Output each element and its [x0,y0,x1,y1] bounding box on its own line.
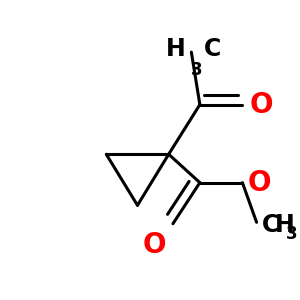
Text: O: O [142,231,166,259]
Text: O: O [248,169,272,196]
Text: O: O [250,91,273,118]
Text: C: C [262,213,280,237]
Text: H: H [275,213,295,237]
Text: 3: 3 [286,225,298,243]
Text: C: C [204,37,221,61]
Text: H: H [166,37,186,61]
Text: 3: 3 [191,61,203,79]
